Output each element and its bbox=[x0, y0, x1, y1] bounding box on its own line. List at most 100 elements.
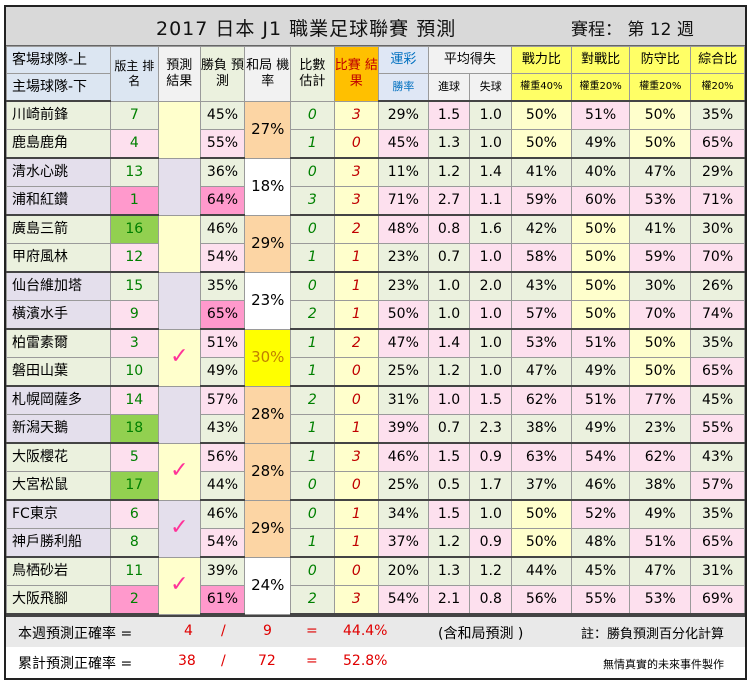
score-est-cell: 2 bbox=[290, 385, 335, 415]
goals-against-cell: 1.7 bbox=[469, 471, 513, 501]
defense-cell: 47% bbox=[629, 556, 692, 586]
win-pred-cell: 54% bbox=[199, 243, 246, 273]
team-name: 柏雷素爾 bbox=[6, 328, 111, 358]
rank-cell: 6 bbox=[109, 499, 160, 529]
result-pred-cell: ✓ bbox=[158, 499, 201, 558]
battle-cell: 45% bbox=[570, 556, 631, 586]
win-pred-cell: 51% bbox=[199, 328, 246, 358]
defense-cell: 50% bbox=[629, 328, 692, 358]
cum-eq: = bbox=[306, 653, 318, 669]
power-cell: 50% bbox=[511, 499, 572, 529]
page-title: 2017 日本 J1 職業足球聯賽 預測 bbox=[156, 18, 457, 40]
week-eq: = bbox=[306, 623, 318, 639]
goals-against-cell: 1.0 bbox=[469, 328, 513, 358]
draw-rate-cell: 27% bbox=[244, 100, 292, 159]
table-row: 仙台維加塔 15 35% 23% 0 1 23% 1.0 2.0 43% 50% 30% 26% bbox=[6, 271, 745, 330]
lottery-cell: 11% bbox=[378, 157, 429, 187]
score-result-cell: 3 bbox=[333, 585, 380, 615]
goals-for-cell: 1.2 bbox=[427, 528, 471, 558]
score-est-cell: 0 bbox=[290, 271, 335, 301]
prediction-sheet: 2017 日本 J1 職業足球聯賽 預測 賽程： 第 12 週 客場球隊-上 版… bbox=[4, 5, 747, 680]
score-est-cell: 3 bbox=[290, 186, 335, 216]
power-cell: 38% bbox=[511, 414, 572, 444]
defense-cell: 51% bbox=[629, 528, 692, 558]
overall-cell: 74% bbox=[690, 300, 745, 330]
goals-for-cell: 0.7 bbox=[427, 243, 471, 273]
goals-against-cell: 1.2 bbox=[469, 556, 513, 586]
rank-cell: 11 bbox=[109, 556, 160, 586]
goals-for-cell: 1.3 bbox=[427, 129, 471, 159]
week-slash: / bbox=[221, 623, 226, 639]
overall-cell: 43% bbox=[690, 442, 745, 472]
cum-total: 72 bbox=[258, 653, 276, 669]
goals-against-cell: 1.1 bbox=[469, 186, 513, 216]
team-name: 廣島三箭 bbox=[6, 214, 111, 244]
score-result-cell: 0 bbox=[333, 556, 380, 586]
score-est-cell: 1 bbox=[290, 414, 335, 444]
header-lottery-sub: 勝率 bbox=[378, 73, 429, 102]
header-power: 戰力比 bbox=[511, 46, 572, 74]
goals-for-cell: 1.5 bbox=[427, 499, 471, 529]
battle-cell: 60% bbox=[570, 186, 631, 216]
power-cell: 42% bbox=[511, 214, 572, 244]
goals-against-cell: 1.0 bbox=[469, 243, 513, 273]
title-bar: 2017 日本 J1 職業足球聯賽 預測 賽程： 第 12 週 bbox=[6, 7, 745, 46]
team-name: 川崎前鋒 bbox=[6, 100, 111, 130]
score-result-cell: 2 bbox=[333, 328, 380, 358]
cum-correct: 38 bbox=[178, 653, 196, 669]
goals-against-cell: 1.0 bbox=[469, 100, 513, 130]
win-pred-cell: 39% bbox=[199, 556, 246, 586]
lottery-cell: 29% bbox=[378, 100, 429, 130]
rank-cell: 5 bbox=[109, 442, 160, 472]
overall-cell: 35% bbox=[690, 499, 745, 529]
lottery-cell: 37% bbox=[378, 528, 429, 558]
score-est-cell: 1 bbox=[290, 528, 335, 558]
result-pred-cell: ✓ bbox=[158, 442, 201, 501]
team-name: 大阪櫻花 bbox=[6, 442, 111, 472]
rank-cell: 7 bbox=[109, 100, 160, 130]
score-est-cell: 0 bbox=[290, 214, 335, 244]
power-cell: 47% bbox=[511, 357, 572, 387]
score-result-cell: 1 bbox=[333, 271, 380, 301]
team-name: 磐田山葉 bbox=[6, 357, 111, 387]
goals-for-cell: 1.0 bbox=[427, 271, 471, 301]
table-row: 大宮松鼠 17 44% 0 0 25% 0.5 1.7 37% 46% 38% 57% bbox=[6, 471, 745, 501]
goals-against-cell: 1.6 bbox=[469, 214, 513, 244]
result-pred-cell: ✓ bbox=[158, 328, 201, 387]
defense-cell: 50% bbox=[629, 100, 692, 130]
win-pred-cell: 57% bbox=[199, 385, 246, 415]
score-est-cell: 1 bbox=[290, 328, 335, 358]
team-name: 鹿島鹿角 bbox=[6, 129, 111, 159]
overall-cell: 45% bbox=[690, 385, 745, 415]
overall-cell: 35% bbox=[690, 100, 745, 130]
power-cell: 53% bbox=[511, 328, 572, 358]
goals-against-cell: 0.8 bbox=[469, 585, 513, 615]
rank-cell: 3 bbox=[109, 328, 160, 358]
score-est-cell: 1 bbox=[290, 243, 335, 273]
win-pred-cell: 35% bbox=[199, 271, 246, 301]
table-row: 大阪櫻花 5 ✓ 56% 28% 1 3 46% 1.5 0.9 63% 54% 62% 43% bbox=[6, 442, 745, 501]
team-name: 大阪飛腳 bbox=[6, 585, 111, 615]
rank-cell: 13 bbox=[109, 157, 160, 187]
correct-check-icon: ✓ bbox=[170, 457, 189, 483]
header-power-weight: 權重40% bbox=[511, 73, 572, 102]
lottery-cell: 46% bbox=[378, 442, 429, 472]
win-pred-cell: 45% bbox=[199, 100, 246, 130]
goals-against-cell: 1.0 bbox=[469, 499, 513, 529]
result-pred-cell bbox=[158, 385, 201, 444]
week-total: 9 bbox=[263, 623, 272, 639]
power-cell: 41% bbox=[511, 157, 572, 187]
rank-cell: 15 bbox=[109, 271, 160, 301]
score-result-cell: 1 bbox=[333, 300, 380, 330]
score-est-cell: 2 bbox=[290, 300, 335, 330]
team-name: FC東京 bbox=[6, 499, 111, 529]
rank-cell: 16 bbox=[109, 214, 160, 244]
round-label: 賽程： 第 12 週 bbox=[571, 20, 694, 40]
score-est-cell: 2 bbox=[290, 585, 335, 615]
goals-against-cell: 1.0 bbox=[469, 357, 513, 387]
cum-pct: 52.8% bbox=[343, 653, 388, 669]
correct-check-icon: ✓ bbox=[170, 571, 189, 597]
correct-check-icon: ✓ bbox=[170, 343, 189, 369]
score-est-cell: 0 bbox=[290, 556, 335, 586]
battle-cell: 49% bbox=[570, 414, 631, 444]
